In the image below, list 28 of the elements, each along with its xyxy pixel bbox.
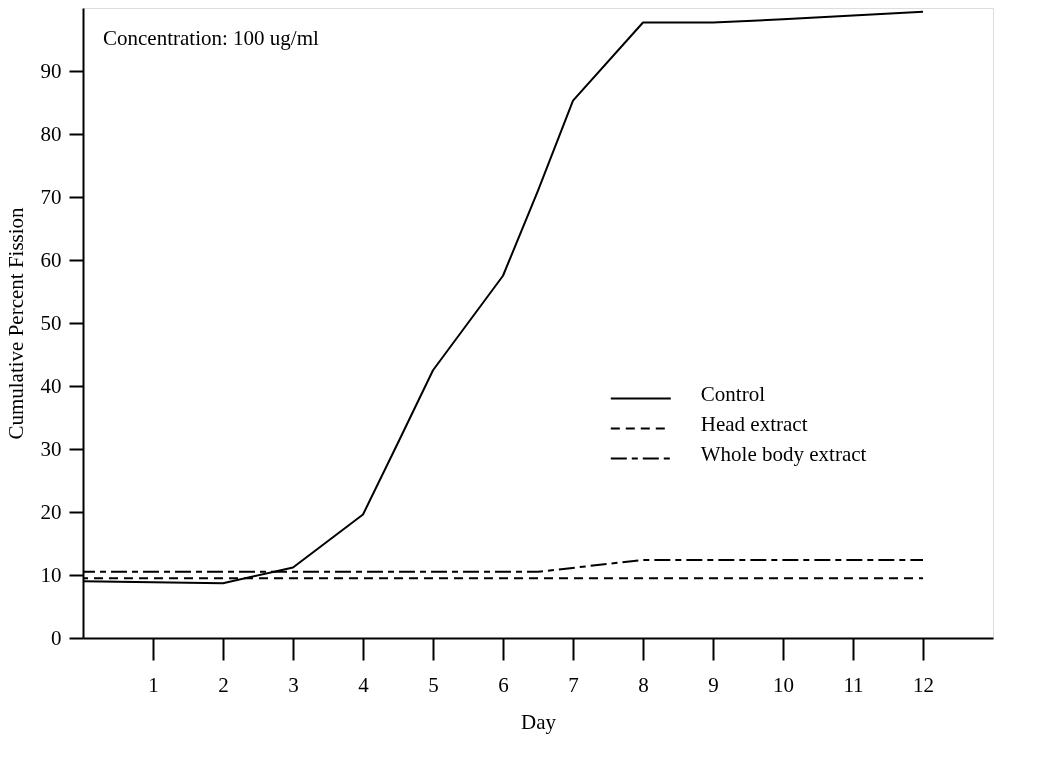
y-tick-label: 30 — [40, 436, 62, 461]
x-tick-label: 1 — [148, 672, 159, 697]
y-tick-label: 10 — [40, 562, 62, 587]
x-tick-label: 4 — [358, 672, 370, 697]
y-tick-label: 90 — [40, 58, 62, 83]
x-tick-label: 10 — [773, 672, 794, 697]
y-tick-label: 70 — [40, 184, 62, 209]
x-tick-label: 11 — [843, 672, 864, 697]
x-tick-label: 3 — [288, 672, 299, 697]
x-tick-label: 6 — [498, 672, 509, 697]
x-tick-label: 12 — [913, 672, 934, 697]
x-tick-label: 5 — [428, 672, 439, 697]
y-tick-label: 80 — [40, 121, 62, 146]
legend-label: Whole body extract — [700, 441, 867, 466]
y-tick-label: 50 — [40, 310, 62, 335]
x-tick-label: 9 — [708, 672, 719, 697]
x-tick-label: 7 — [568, 672, 579, 697]
y-tick-label: 40 — [40, 373, 62, 398]
legend-label: Head extract — [700, 411, 808, 436]
legend-label: Control — [700, 381, 766, 406]
annotation: Concentration: 100 ug/ml — [103, 26, 319, 50]
x-axis-title: Day — [521, 709, 557, 734]
y-tick-label: 0 — [51, 625, 62, 650]
x-tick-label: 2 — [218, 672, 229, 697]
y-tick-label: 60 — [40, 247, 62, 272]
x-tick-label: 8 — [638, 672, 649, 697]
y-tick-label: 20 — [40, 499, 62, 524]
y-axis-title: Cumulative Percent Fission — [3, 206, 28, 440]
